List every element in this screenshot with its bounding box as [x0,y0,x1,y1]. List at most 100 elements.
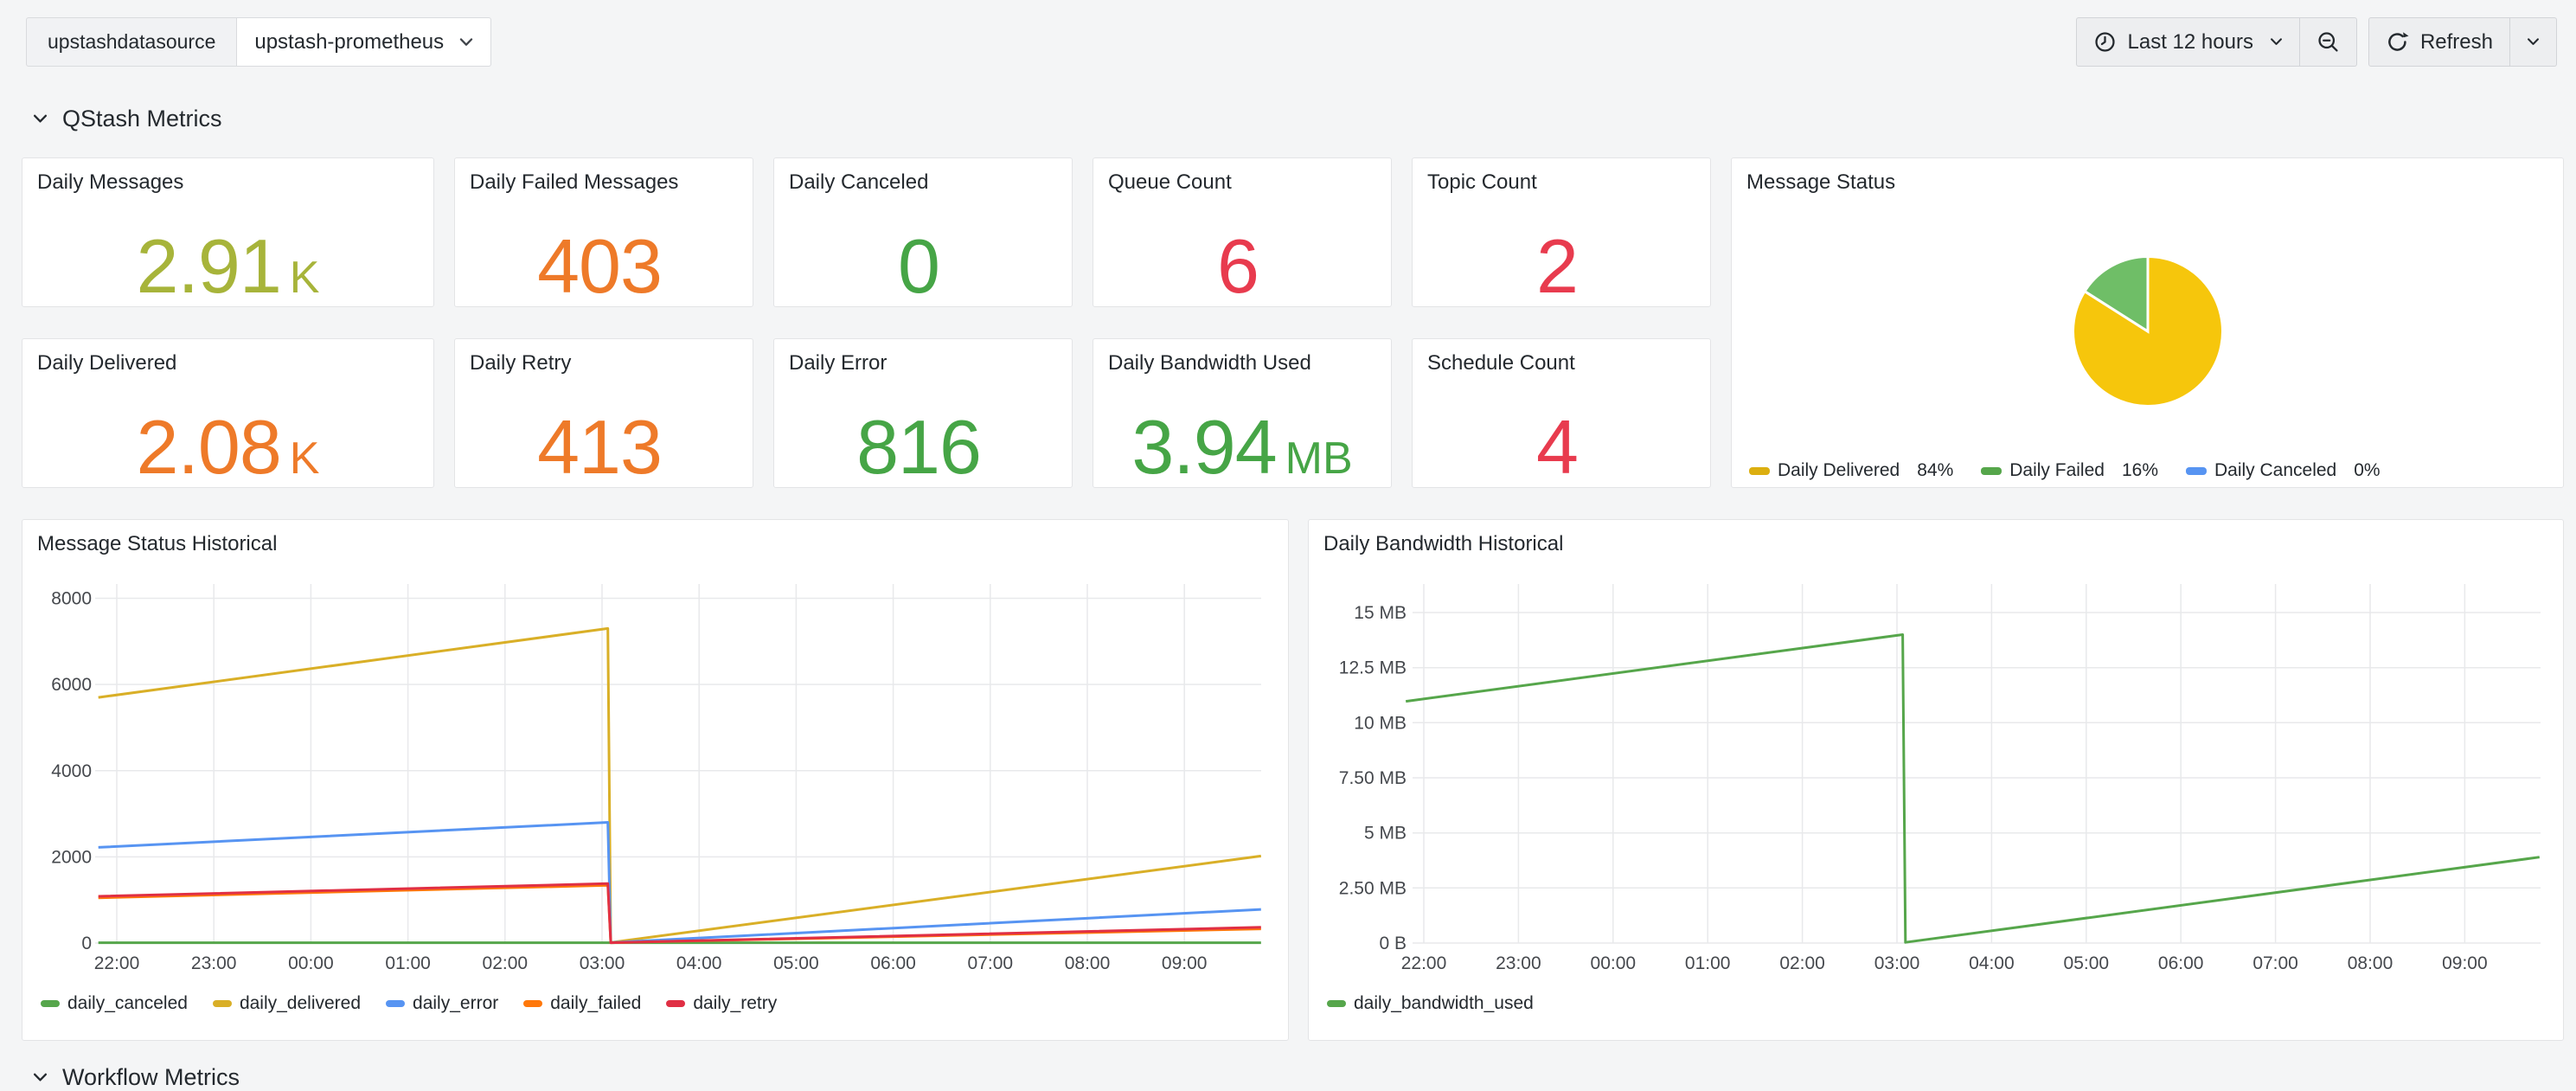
legend-item-daily_failed[interactable]: daily_failed [523,993,641,1014]
x-axis-label: 03:00 [1874,953,1920,973]
y-axis-label: 2.50 MB [1339,878,1407,898]
x-axis-label: 00:00 [1591,953,1637,973]
chevron-down-icon [2270,38,2283,46]
panel-title[interactable]: Daily Bandwidth Historical [1323,532,1564,555]
stat-schedule-count: Schedule Count 4 [1412,338,1711,488]
stat-daily-error: Daily Error 816 [773,338,1073,488]
section-title: QStash Metrics [62,106,222,132]
stat-queue-count: Queue Count 6 [1093,157,1392,307]
variable-label: upstashdatasource [26,17,238,67]
x-axis-label: 09:00 [2442,953,2488,973]
refresh-interval-dropdown[interactable] [2510,17,2557,67]
dashboard-toolbar: upstashdatasource upstash-prometheus Las… [26,17,2557,67]
time-range-picker[interactable]: Last 12 hours [2075,17,2300,67]
stat-value: 413 [537,403,663,490]
panel-title[interactable]: Message Status [1746,170,1896,194]
stat-daily-messages: Daily Messages 2.91 K [22,157,434,307]
pie-slice-daily-failed[interactable] [2082,255,2150,334]
x-axis-label: 23:00 [191,953,237,973]
stat-topic-count: Topic Count 2 [1412,157,1711,307]
legend-item-daily_bandwidth_used[interactable]: daily_bandwidth_used [1327,993,1534,1014]
pie-legend-item-daily-delivered[interactable]: Daily Delivered 84% [1749,460,1953,481]
stat-value: 816 [856,403,982,490]
panel-title[interactable]: Daily Messages [37,170,184,194]
time-series-chart: 0 2000 4000 6000 8000 22:00 23:00 00:00 01:00 02:… [22,520,1288,1040]
x-axis-label: 06:00 [2158,953,2204,973]
x-axis-label: 02:00 [483,953,529,973]
y-axis-label: 2000 [51,847,92,867]
x-axis-label: 01:00 [385,953,431,973]
series-daily_retry [98,882,1261,945]
stat-value: 0 [898,222,940,309]
y-axis-label: 15 MB [1354,603,1407,623]
y-axis-label: 7.50 MB [1339,768,1407,788]
row-header-qstash-metrics[interactable]: QStash Metrics [33,106,222,132]
y-axis-label: 4000 [51,761,92,781]
panel-daily-bandwidth-historical: Daily Bandwidth Historical 0 B 2.50 MB 5 M… [1308,519,2564,1041]
panel-title[interactable]: Daily Error [789,351,888,375]
stat-daily-canceled: Daily Canceled 0 [773,157,1073,307]
panel-message-status: Message Status Daily Delivered 84% Daily F… [1731,157,2564,488]
panel-title[interactable]: Daily Bandwidth Used [1108,351,1311,375]
datasource-dropdown-value: upstash-prometheus [254,29,445,54]
y-axis-label: 0 [81,934,92,953]
stat-value: 4 [1536,403,1579,490]
chevron-down-icon [459,37,473,47]
time-series-chart: 0 B 2.50 MB 5 MB 7.50 MB 10 MB 12.5 MB 15 MB 22… [1309,520,2563,1040]
stat-daily-bandwidth-used: Daily Bandwidth Used 3.94 MB [1093,338,1392,488]
chevron-down-icon [2527,38,2540,46]
stat-value: 2.08 [136,403,282,490]
stat-value: 2 [1536,222,1579,309]
series-daily_delivered [98,626,1261,944]
clock-icon [2093,30,2117,54]
series-daily_bandwidth_used [1406,633,2540,944]
y-axis-label: 8000 [51,589,92,609]
stat-unit: MB [1285,433,1353,484]
zoom-out-button[interactable] [2299,17,2357,67]
x-axis-label: 08:00 [1065,953,1111,973]
legend-item-daily_retry[interactable]: daily_retry [666,993,777,1014]
stat-daily-retry: Daily Retry 413 [454,338,753,488]
y-axis-label: 6000 [51,675,92,695]
time-range-label: Last 12 hours [2127,29,2253,54]
panel-title[interactable]: Schedule Count [1427,351,1575,375]
pie-legend-item-daily-canceled[interactable]: Daily Canceled 0% [2186,460,2381,481]
panel-title[interactable]: Topic Count [1427,170,1537,194]
datasource-dropdown[interactable]: upstash-prometheus [237,17,492,67]
y-axis-label: 0 B [1379,934,1407,953]
x-axis-label: 07:00 [968,953,1014,973]
legend-item-daily_delivered[interactable]: daily_delivered [212,993,361,1014]
section-title: Workflow Metrics [62,1064,240,1090]
x-axis-label: 06:00 [870,953,916,973]
x-axis-label: 05:00 [2064,953,2110,973]
series-daily_error [98,821,1261,944]
y-axis-label: 10 MB [1354,713,1407,733]
x-axis-label: 05:00 [773,953,819,973]
panel-title[interactable]: Message Status Historical [37,532,278,555]
panel-title[interactable]: Queue Count [1108,170,1232,194]
panel-title[interactable]: Daily Failed Messages [470,170,679,194]
pie-legend: Daily Delivered 84% Daily Failed 16% Daily C… [1749,460,2381,481]
x-axis-label: 09:00 [1162,953,1208,973]
stat-value: 6 [1217,222,1259,309]
legend-item-daily_error[interactable]: daily_error [386,993,498,1014]
panel-title[interactable]: Daily Delivered [37,351,177,375]
toolbar-right-controls: Last 12 hours Refresh [2075,17,2557,67]
x-axis-label: 08:00 [2348,953,2393,973]
legend-item-daily_canceled[interactable]: daily_canceled [41,993,188,1014]
pie-chart [2071,255,2224,408]
chart-legend: daily_canceled daily_delivered daily_error… [41,993,777,1014]
stat-daily-delivered: Daily Delivered 2.08 K [22,338,434,488]
refresh-button[interactable]: Refresh [2368,17,2510,67]
stat-value: 3.94 [1131,403,1277,490]
refresh-label: Refresh [2419,29,2493,54]
row-header-workflow-metrics[interactable]: Workflow Metrics [33,1064,240,1091]
chevron-down-icon [33,1073,48,1082]
panel-title[interactable]: Daily Retry [470,351,572,375]
stat-unit: K [289,252,320,303]
panel-title[interactable]: Daily Canceled [789,170,929,194]
magnifier-minus-icon [2316,30,2340,54]
stat-daily-failed-messages: Daily Failed Messages 403 [454,157,753,307]
pie-legend-item-daily-failed[interactable]: Daily Failed 16% [1981,460,2158,481]
x-axis-label: 22:00 [1401,953,1447,973]
